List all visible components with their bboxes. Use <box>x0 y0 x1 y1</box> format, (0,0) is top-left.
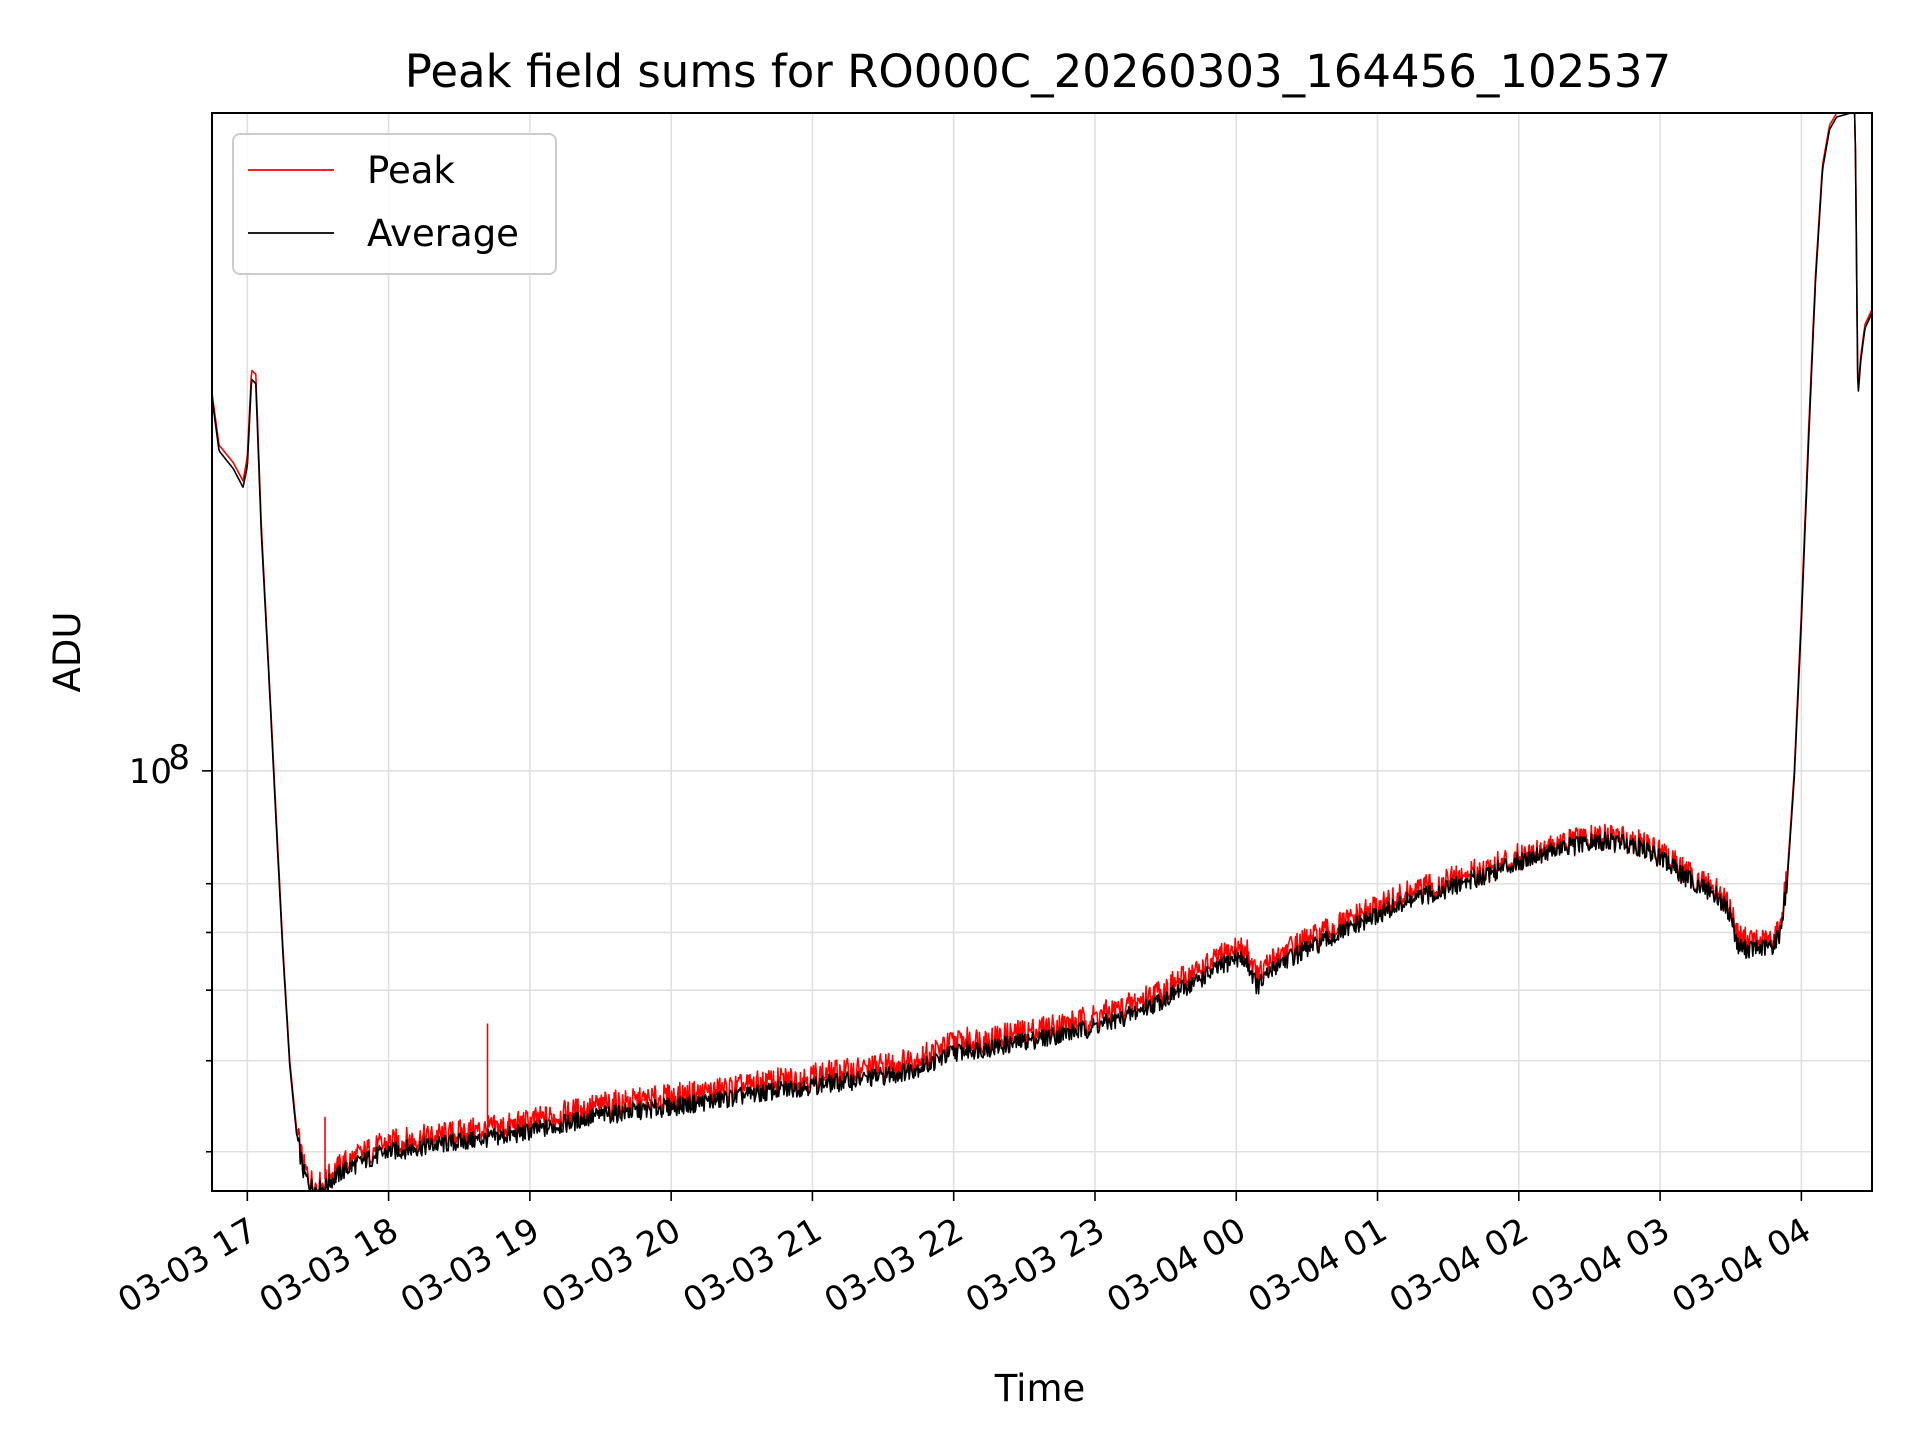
legend-box <box>232 133 557 275</box>
plot-series <box>211 112 1873 1192</box>
y-axis-ticks: 108 <box>129 738 212 1153</box>
grid <box>212 113 1872 1191</box>
y-tick-base: 10 <box>129 752 172 792</box>
plot-frame <box>211 112 1873 1192</box>
chart-title: Peak field sums for RO000C_20260303_1644… <box>405 45 1671 98</box>
y-axis-label: ADU <box>46 612 89 693</box>
x-axis-label: Time <box>994 1367 1086 1410</box>
legend-average-label: Average <box>367 212 519 255</box>
legend-peak-label: Peak <box>367 149 455 192</box>
y-tick-exponent: 8 <box>168 738 190 778</box>
y-tick-label: 10 <box>129 752 172 792</box>
legend: Peak Average <box>232 133 557 275</box>
series-line-average <box>211 112 1873 1192</box>
